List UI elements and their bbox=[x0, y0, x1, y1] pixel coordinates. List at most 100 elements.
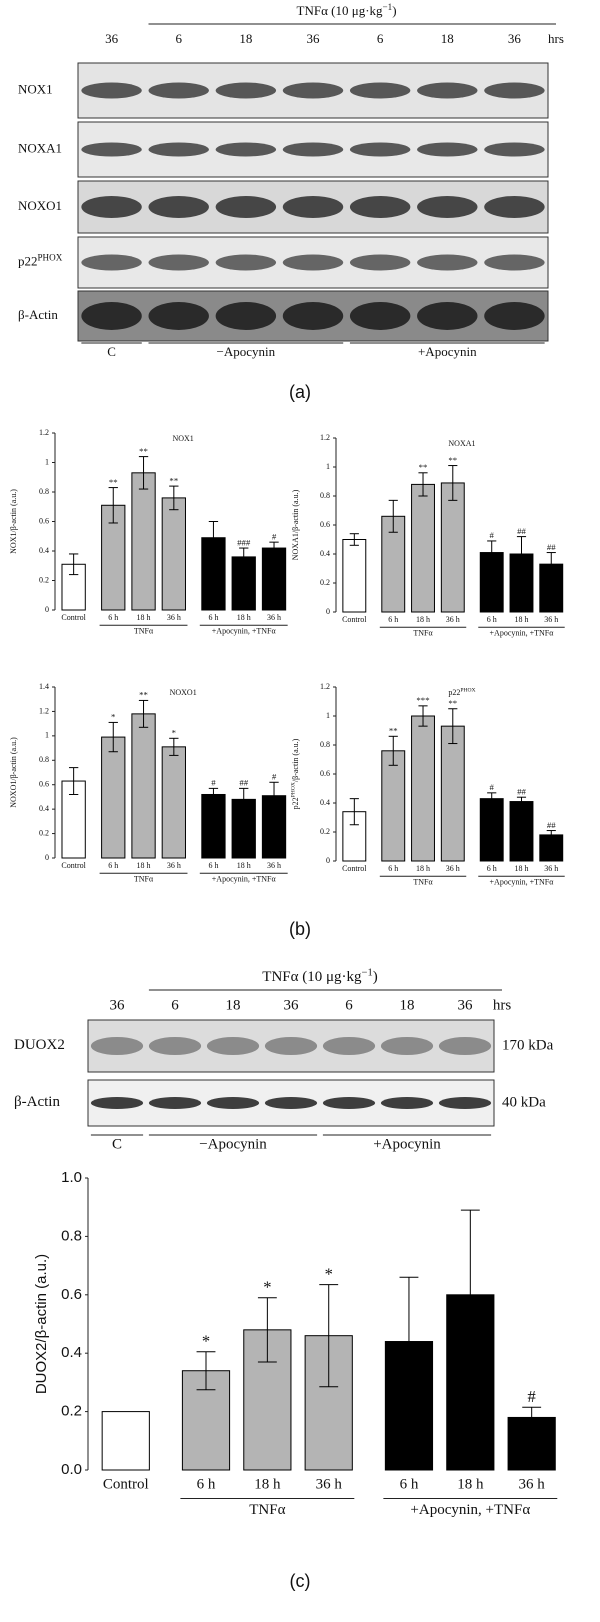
chart-title: NOXO1 bbox=[170, 688, 197, 697]
y-axis-label: NOX1/β-actin (a.u.) bbox=[9, 489, 18, 554]
group-label: C bbox=[112, 1136, 122, 1152]
y-tick-label: 0.8 bbox=[320, 740, 330, 749]
size-label: 40 kDa bbox=[502, 1094, 546, 1110]
band bbox=[484, 142, 545, 157]
band bbox=[380, 1037, 434, 1055]
band bbox=[417, 302, 478, 330]
band bbox=[322, 1097, 376, 1109]
significance-mark: ## bbox=[517, 526, 526, 536]
chart-title: p22PHOX bbox=[448, 688, 475, 697]
x-tick-label: 6 h bbox=[208, 613, 218, 622]
x-tick-label: 6 h bbox=[197, 1476, 216, 1492]
y-tick-label: 0.6 bbox=[61, 1286, 82, 1303]
significance-mark: ** bbox=[389, 726, 398, 736]
group-label: C bbox=[107, 344, 116, 359]
band bbox=[484, 196, 545, 218]
text-part: /β-actin (a.u.) bbox=[291, 738, 300, 782]
band bbox=[148, 1097, 202, 1109]
x-tick-label: 36 h bbox=[267, 861, 281, 870]
hour-label: 6 bbox=[171, 997, 179, 1013]
text-part: p22 bbox=[18, 253, 38, 268]
significance-mark: # bbox=[272, 531, 277, 541]
hour-label: 18 bbox=[441, 31, 454, 46]
bar bbox=[440, 482, 465, 613]
significance-mark: * bbox=[263, 1278, 271, 1297]
significance-mark: ## bbox=[547, 542, 556, 552]
group-label: TNFα bbox=[249, 1502, 285, 1518]
x-tick-label: 18 h bbox=[237, 861, 251, 870]
band bbox=[282, 254, 344, 271]
band bbox=[81, 302, 142, 330]
y-tick-label: 0.6 bbox=[39, 516, 49, 525]
y-tick-label: 1.2 bbox=[320, 433, 330, 442]
group-label: +Apocynin, +TNFα bbox=[490, 877, 555, 886]
y-tick-label: 1 bbox=[326, 711, 330, 720]
text-part: ) bbox=[373, 969, 378, 985]
chart-title: NOX1 bbox=[172, 434, 193, 443]
text-part: NOX1/β-actin (a.u.) bbox=[9, 489, 18, 554]
band bbox=[282, 196, 344, 218]
y-axis-label: NOXA1/β-actin (a.u.) bbox=[291, 489, 300, 560]
significance-mark: ** bbox=[109, 477, 118, 487]
significance-mark: * bbox=[172, 728, 176, 738]
text-part: −1 bbox=[383, 2, 393, 12]
y-tick-label: 0.6 bbox=[320, 769, 330, 778]
y-tick-label: 0.2 bbox=[61, 1403, 82, 1420]
x-tick-label: 36 h bbox=[316, 1476, 343, 1492]
band bbox=[417, 196, 478, 218]
band bbox=[215, 82, 277, 99]
x-tick-label: 6 h bbox=[487, 615, 497, 624]
band bbox=[215, 302, 277, 330]
x-tick-label: 6 h bbox=[108, 613, 118, 622]
treatment-label: TNFα (10 μg·kg−1) bbox=[262, 968, 377, 986]
x-tick-label: 18 h bbox=[514, 864, 528, 873]
band bbox=[282, 302, 344, 330]
y-tick-label: 1 bbox=[45, 731, 49, 740]
hour-label: 6 bbox=[175, 31, 182, 46]
x-tick-label: 36 h bbox=[544, 864, 558, 873]
row-label: DUOX2 bbox=[14, 1037, 65, 1053]
row-label: β-Actin bbox=[14, 1094, 60, 1110]
x-tick-label: 18 h bbox=[254, 1476, 281, 1492]
x-tick-label: Control bbox=[342, 864, 367, 873]
group-label: +Apocynin, +TNFα bbox=[212, 626, 277, 635]
text-part: β-Actin bbox=[14, 1094, 60, 1110]
hour-label: 36 bbox=[110, 997, 126, 1013]
y-tick-label: 0.6 bbox=[320, 520, 330, 529]
text-part: ) bbox=[392, 3, 396, 18]
significance-mark: * bbox=[325, 1264, 333, 1283]
band bbox=[81, 142, 142, 157]
panel-label: (b) bbox=[289, 919, 311, 939]
text-part: DUOX2/β-actin (a.u.) bbox=[33, 1254, 50, 1394]
x-tick-label: 36 h bbox=[544, 615, 558, 624]
x-tick-label: 6 h bbox=[388, 864, 398, 873]
text-part: PHOX bbox=[291, 782, 297, 797]
bar bbox=[161, 746, 186, 859]
bar bbox=[440, 725, 465, 862]
group-label: TNFα bbox=[134, 626, 154, 635]
x-tick-label: 36 h bbox=[267, 613, 281, 622]
band bbox=[90, 1097, 144, 1109]
significance-mark: ** bbox=[448, 455, 457, 465]
y-tick-label: 1.2 bbox=[39, 428, 49, 437]
y-tick-label: 0.4 bbox=[320, 798, 330, 807]
band bbox=[215, 196, 277, 218]
band bbox=[264, 1097, 318, 1109]
x-tick-label: 6 h bbox=[388, 615, 398, 624]
y-tick-label: 0.6 bbox=[39, 780, 49, 789]
band bbox=[148, 1037, 202, 1055]
x-tick-label: 18 h bbox=[137, 861, 151, 870]
text-part: NOXA1 bbox=[18, 140, 62, 155]
x-tick-label: 18 h bbox=[457, 1476, 484, 1492]
x-tick-label: 36 h bbox=[167, 861, 181, 870]
band bbox=[206, 1037, 260, 1055]
y-tick-label: 0.8 bbox=[61, 1227, 82, 1244]
bar bbox=[509, 801, 534, 862]
chart-title: NOXA1 bbox=[448, 439, 475, 448]
row-label: NOXO1 bbox=[18, 198, 62, 213]
y-tick-label: 0 bbox=[326, 856, 330, 865]
band bbox=[148, 254, 209, 271]
significance-mark: ** bbox=[419, 462, 428, 472]
